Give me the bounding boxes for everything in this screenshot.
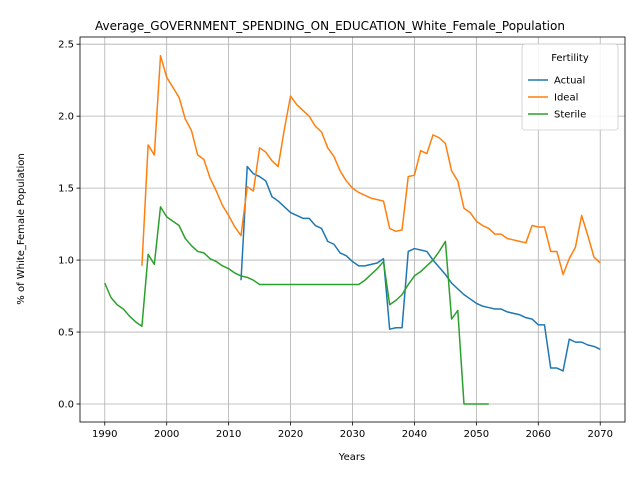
legend-label-actual: Actual [554,76,585,87]
y-tick-label: 1.5 [58,184,74,195]
y-axis-label: % of White_Female Population [16,153,27,304]
series-line-ideal [141,54,601,276]
y-axis-ticks: 0.0 0.5 1.0 1.5 2.0 2.5 [58,40,80,411]
chart-title: Average_GOVERNMENT_SPENDING_ON_EDUCATION… [95,19,565,33]
legend-entries: Actual Ideal Sterile [528,76,586,121]
y-tick-label: 0.5 [58,328,74,339]
x-tick-label: 2020 [278,429,303,440]
x-tick-label: 2070 [588,429,613,440]
x-tick-label: 2040 [402,429,427,440]
series-line-actual [240,165,601,372]
series-lines [104,54,601,405]
x-tick-label: 1990 [92,429,117,440]
x-axis-ticks: 1990 2000 2010 2020 2030 2040 2050 2060 2070 [92,422,613,440]
y-tick-label: 2.0 [58,112,74,123]
y-tick-label: 1.0 [58,256,74,267]
x-tick-label: 2030 [340,429,365,440]
legend-title: Fertility [551,53,589,64]
x-tick-label: 2060 [526,429,551,440]
x-tick-label: 2050 [464,429,489,440]
legend: Fertility Actual Ideal Sterile [521,43,619,131]
x-axis-label: Years [338,452,365,463]
x-tick-label: 2000 [154,429,179,440]
y-tick-label: 2.5 [58,40,74,51]
y-tick-label: 0.0 [58,400,74,411]
legend-box [521,43,619,131]
legend-label-sterile: Sterile [554,110,586,121]
series-line-sterile [104,206,489,405]
x-tick-label: 2010 [216,429,241,440]
legend-label-ideal: Ideal [554,93,578,104]
